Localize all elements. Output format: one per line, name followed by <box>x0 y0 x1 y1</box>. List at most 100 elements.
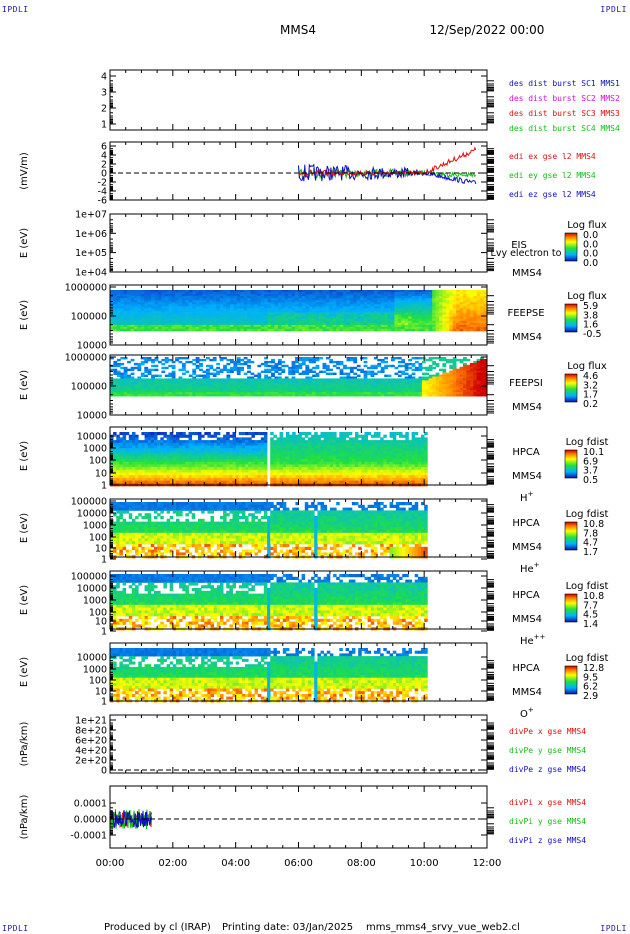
feepse-heatmap-cell <box>130 292 135 295</box>
feepsi-heatmap-cell <box>288 390 292 393</box>
hpca-h-heatmap-cell <box>232 440 236 444</box>
feepse-heatmap-cell <box>291 300 296 303</box>
feepsi-heatmap-cell <box>370 390 375 393</box>
feepse-heatmap-cell <box>164 298 169 301</box>
hpca-h-heatmap-cell <box>251 434 255 438</box>
feepsi-heatmap-cell <box>315 372 320 375</box>
feepse-heatmap-cell <box>332 304 337 307</box>
feepsi-heatmap-cell <box>363 376 368 379</box>
hpca-h-heatmap-cell <box>220 467 224 471</box>
hpca-h-heatmap-cell <box>263 469 268 473</box>
feepse-heatmap-cell <box>377 308 382 311</box>
hpca-h-heatmap-cell <box>311 477 315 481</box>
feepse-heatmap-cell <box>260 326 265 330</box>
hpca-h-heatmap-cell <box>270 469 274 473</box>
feepse-heatmap-cell <box>212 326 217 330</box>
feepse-heatmap-cell <box>233 324 238 328</box>
feepse-heatmap-cell <box>147 300 152 303</box>
feepse-heatmap-cell <box>435 316 440 319</box>
hpca-h-heatmap-cell <box>273 464 277 468</box>
feepse-heatmap-cell <box>325 318 330 322</box>
feepse-heatmap-cell <box>281 312 286 315</box>
hpca-h-heatmap-cell <box>254 432 258 436</box>
feepsi-heatmap-cell <box>336 390 340 393</box>
feepse-heatmap-cell <box>459 316 464 319</box>
feepsi-heatmap-cell <box>363 357 368 360</box>
hpca-h-heatmap-cell <box>188 461 192 465</box>
feepsi-heatmap-cell <box>120 388 125 391</box>
feepse-heatmap-cell <box>463 290 467 293</box>
feepse-heatmap-cell <box>216 320 220 324</box>
hpca-h-heatmap-cell <box>113 450 117 454</box>
feepse-heatmap-cell <box>353 292 358 295</box>
feepsi-heatmap-cell <box>110 388 114 391</box>
feepsi-heatmap-cell <box>483 372 488 375</box>
feepse-heatmap-cell <box>442 326 447 330</box>
feepsi-heatmap-cell <box>315 374 320 377</box>
hpca-h-heatmap-cell <box>128 464 133 468</box>
feepsi-heatmap-cell <box>236 392 241 395</box>
feepse-heatmap-cell <box>144 298 149 301</box>
hpca-h-heatmap-cell <box>163 464 167 468</box>
hpca-h-heatmap-cell <box>213 450 218 454</box>
feepsi-heatmap-cell <box>329 378 334 381</box>
feepse-heatmap-cell <box>250 308 255 311</box>
hpca-h-heatmap-cell <box>248 475 252 479</box>
feepse-heatmap-cell <box>459 320 464 324</box>
feepse-heatmap-cell <box>319 302 323 305</box>
feepsi-heatmap-cell <box>315 386 320 389</box>
feepse-heatmap-cell <box>459 314 464 317</box>
hpca-h-heatmap-cell <box>185 440 189 444</box>
feepse-heatmap-cell <box>212 298 217 301</box>
hpca-h-heatmap-cell <box>304 453 309 457</box>
feepsi-heatmap-cell <box>367 392 371 395</box>
feepsi-heatmap-cell <box>140 372 145 375</box>
feepse-heatmap-cell <box>298 328 303 332</box>
feepse-heatmap-cell <box>199 292 203 295</box>
feepse-heatmap-cell <box>373 328 378 332</box>
feepse-heatmap-cell <box>363 322 368 326</box>
feepsi-heatmap-cell <box>192 388 197 391</box>
feepsi-heatmap-cell <box>130 366 135 370</box>
feepsi-heatmap-cell <box>288 378 292 381</box>
hpca-h-heatmap-cell <box>248 448 252 452</box>
hpca-h-heatmap-cell <box>172 448 177 452</box>
feepsi-heatmap-cell <box>349 390 354 393</box>
feepse-heatmap-cell <box>182 308 186 311</box>
feepse-heatmap-cell <box>439 310 443 313</box>
hpca-h-heatmap-cell <box>251 456 255 460</box>
feepse-heatmap-cell <box>288 302 292 305</box>
feepse-heatmap-cell <box>442 304 447 307</box>
hpca-h-heatmap-cell <box>198 450 202 454</box>
feepse-heatmap-cell <box>377 300 382 303</box>
feepse-heatmap-cell <box>188 298 193 301</box>
feepse-heatmap-cell <box>343 320 347 324</box>
feepse-heatmap-cell <box>144 302 149 305</box>
feepsi-heatmap-cell <box>267 364 272 368</box>
feepse-heatmap-cell <box>363 292 368 295</box>
feepsi-heatmap-cell <box>469 386 474 389</box>
feepse-heatmap-cell <box>171 300 176 303</box>
feepsi-heatmap-cell <box>356 394 361 397</box>
feepsi-heatmap-cell <box>459 392 464 395</box>
feepse-heatmap-cell <box>226 314 231 317</box>
feepse-heatmap-cell <box>188 300 193 303</box>
feepse-heatmap-cell <box>168 312 173 315</box>
hpca-h-heatmap-cell <box>194 469 199 473</box>
hpca-h-heatmap-cell <box>241 472 246 476</box>
feepse-heatmap-cell <box>161 300 166 303</box>
feepse-heatmap-cell <box>219 298 224 301</box>
feepse-heatmap-cell <box>483 304 488 307</box>
hpca-h-heatmap-cell <box>182 477 186 481</box>
feepse-heatmap-cell <box>144 296 149 299</box>
feepse-heatmap-cell <box>421 304 426 307</box>
feepsi-heatmap-cell <box>140 360 145 364</box>
feepsi-heatmap-cell <box>116 364 121 368</box>
feepse-heatmap-cell <box>343 304 347 307</box>
feepsi-heatmap-cell <box>315 358 320 362</box>
hpca-h-heatmap-cell <box>122 461 127 465</box>
feepse-heatmap-cell <box>408 294 412 297</box>
feepsi-heatmap-cell <box>418 368 423 372</box>
feepsi-heatmap-cell <box>192 382 197 385</box>
feepse-heatmap-cell <box>370 302 375 305</box>
